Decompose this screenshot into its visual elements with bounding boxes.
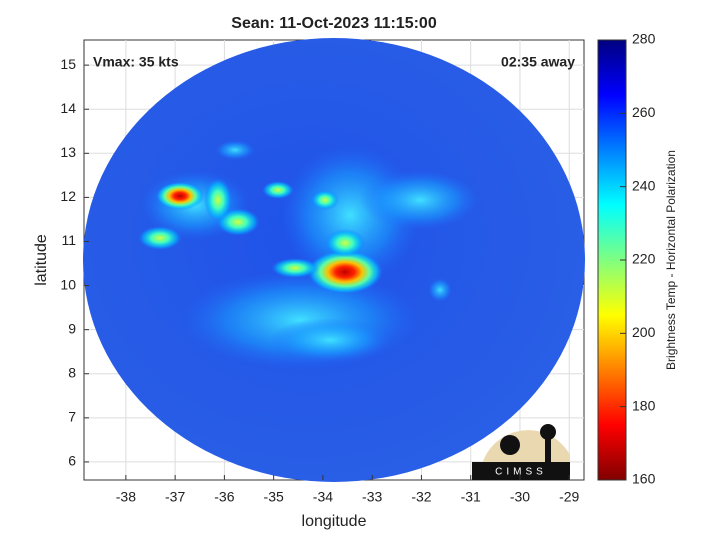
logo: CIMSS	[472, 424, 570, 480]
y-tick-label: 9	[68, 320, 76, 336]
x-tick-label: -30	[510, 489, 530, 505]
colorbar-tick-label: 180	[632, 397, 656, 413]
y-tick-label: 6	[68, 453, 76, 469]
colorbar-tick-label: 200	[632, 324, 656, 340]
colorbar-tick-label: 260	[632, 104, 656, 120]
chart-title: Sean: 11-Oct-2023 11:15:00	[231, 15, 437, 32]
x-tick-label: -38	[116, 489, 136, 505]
colorbar-tick-label: 240	[632, 177, 656, 193]
x-tick-label: -36	[214, 489, 234, 505]
y-tick-label: 10	[60, 276, 76, 292]
logo-text: CIMSS	[495, 467, 547, 478]
colorbar-tick-label: 220	[632, 251, 656, 267]
annotation: Vmax: 35 kts	[93, 54, 179, 70]
colorbar-label: Brightness Temp - Horizontal Polarizatio…	[664, 150, 678, 370]
x-tick-label: -32	[411, 489, 431, 505]
x-tick-label: -37	[165, 489, 185, 505]
x-axis-label: longitude	[302, 513, 367, 530]
y-tick-label: 14	[60, 100, 76, 116]
x-tick-label: -29	[559, 489, 579, 505]
swath-image	[83, 38, 585, 482]
x-tick-label: -33	[362, 489, 382, 505]
x-tick-label: -31	[461, 489, 481, 505]
annotation: 02:35 away	[501, 54, 575, 70]
x-tick-label: -34	[313, 489, 333, 505]
y-tick-label: 8	[68, 364, 76, 380]
y-tick-label: 7	[68, 409, 76, 425]
y-tick-label: 12	[60, 188, 76, 204]
y-tick-label: 11	[61, 232, 76, 248]
y-tick-label: 15	[60, 56, 76, 72]
colorbar-tick-label: 160	[632, 471, 656, 487]
y-tick-label: 13	[60, 144, 76, 160]
y-axis-label: latitude	[33, 234, 50, 286]
colorbar-tick-label: 280	[632, 31, 656, 47]
x-tick-label: -35	[264, 489, 284, 505]
